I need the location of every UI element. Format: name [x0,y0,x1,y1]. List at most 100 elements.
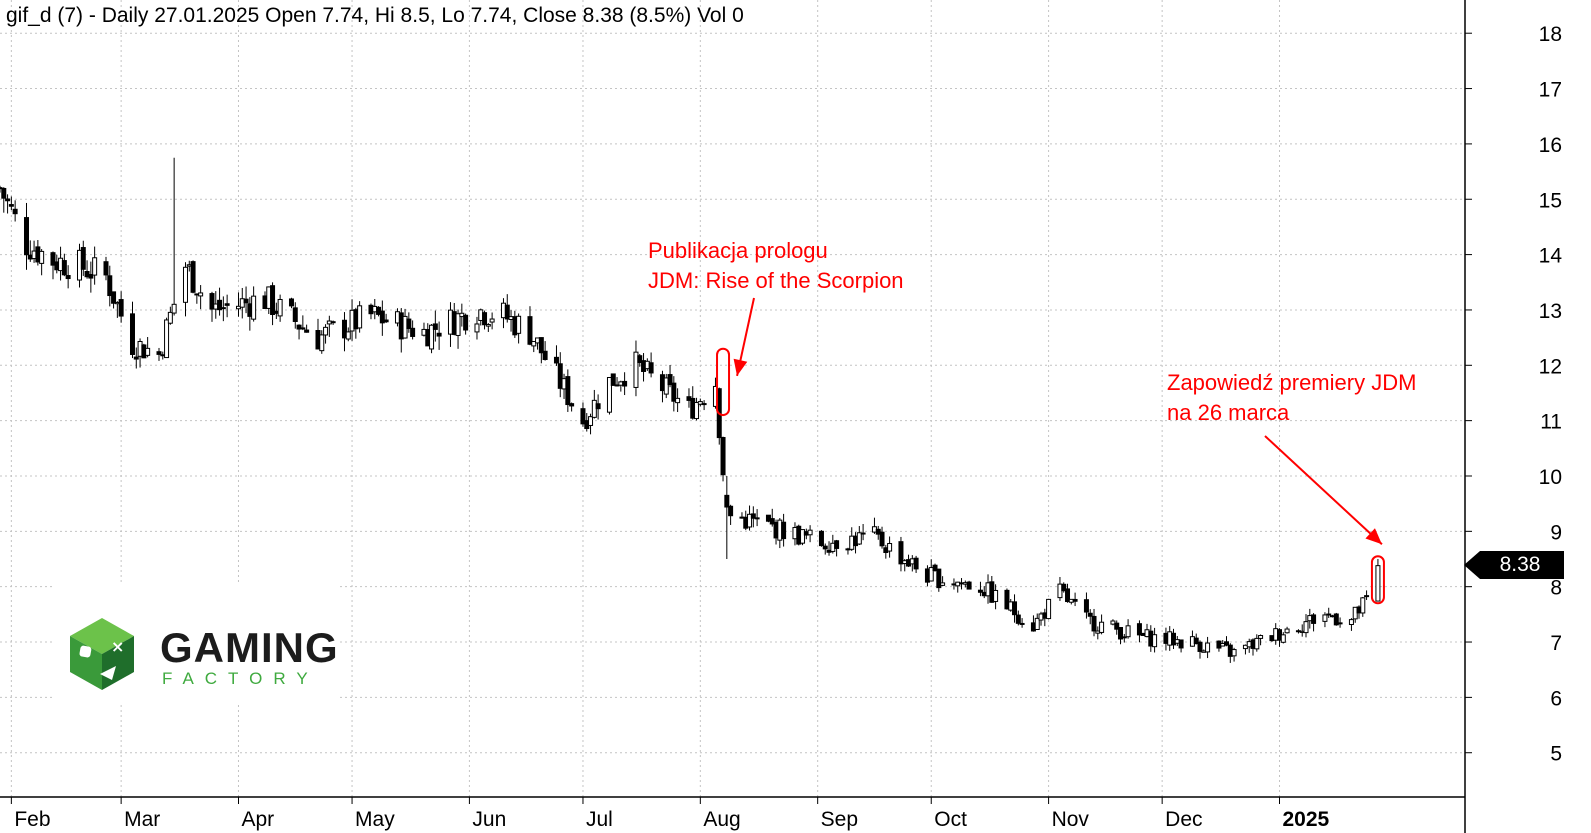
candle-body [111,291,117,304]
candle-body [1152,634,1158,648]
annotation-arrow-head [1365,528,1382,545]
candle-body [1171,632,1177,646]
candle-body [569,403,575,407]
candle-body [1046,598,1052,620]
candle-body [671,382,677,402]
candle-body [580,408,586,425]
y-tick-label: 11 [1540,411,1562,434]
candle-body [818,530,824,547]
highlight-ellipses [716,347,1385,605]
candle-body [1114,622,1120,630]
candle-body [542,350,548,360]
candle-body [357,305,363,329]
candlestick-series [0,157,1381,663]
candle-body [1348,619,1354,626]
candle-body [190,261,196,293]
candle-body [1311,614,1317,624]
y-tick-label: 10 [1539,466,1562,489]
candle-body [292,307,298,322]
candle-body [429,324,435,350]
candle-body [1019,622,1025,625]
annotation-release: Zapowiedź premiery JDM na 26 marca [1167,368,1416,428]
gaming-factory-dice-icon: × [70,618,134,690]
candle-body [5,198,11,202]
last-price-badge [1464,551,1564,579]
candle-body [913,557,919,570]
candle-body [879,531,885,547]
candle-body [383,319,389,323]
y-tick-label: 5 [1550,743,1562,766]
candle-body [1193,637,1199,645]
candle-body [1303,621,1309,634]
candle-body [977,589,983,593]
candle-body [80,247,86,270]
candle-body [1284,628,1290,634]
candle-body [1121,636,1127,639]
annotation-arrows [733,297,1383,545]
annotation-release-line2: na 26 marca [1167,400,1290,425]
candle-body [860,532,866,535]
candle-body [12,208,18,215]
y-tick-label: 16 [1539,134,1562,157]
annotation-prologue-line2: JDM: Rise of the Scorpion [648,268,904,293]
candle-body [724,494,730,508]
y-tick-label: 13 [1539,300,1562,323]
annotation-arrow-head [733,358,748,376]
annotation-prologue-line1: Publikacja prologu [648,238,828,263]
y-tick-label: 6 [1550,687,1562,710]
candle-body [277,298,283,317]
candle-body [1015,614,1021,624]
x-tick-label: Apr [241,808,274,831]
candle-body [557,363,563,389]
candle-body [1034,617,1040,631]
candle-body [1178,639,1184,649]
candle-body [1280,634,1286,643]
candle-body [750,513,756,519]
candle-body [65,275,71,280]
candle-body [198,292,204,297]
y-tick-label: 14 [1539,245,1563,268]
candle-body [701,403,707,406]
y-tick-label: 18 [1539,23,1562,46]
candle-body [781,521,787,540]
candle-body [455,313,461,336]
candle-body [103,261,109,276]
annotation-release-line1: Zapowiedź premiery JDM [1167,370,1417,395]
chart-header: gif_d (7) - Daily 27.01.2025 Open 7.74, … [6,4,744,27]
candle-body [1364,595,1370,598]
candle-body [993,589,999,602]
x-tick-label: May [355,808,395,831]
x-tick-label: Dec [1165,808,1202,831]
candle-body [217,299,223,311]
candle-body [145,347,151,356]
candle-body [1091,615,1097,632]
candle-body [1326,613,1332,616]
candle-body [940,582,946,586]
candle-body [667,374,673,386]
candle-body [296,324,302,330]
candle-body [769,518,775,525]
candle-body [720,437,726,476]
candle-body [648,362,654,374]
candle-body [516,315,522,334]
candle-body [663,377,669,395]
candle-body [167,311,173,324]
candle-body [482,312,488,326]
candle-body [1197,641,1203,652]
candle-body [474,323,480,333]
candle-body [637,355,643,364]
candle-body [606,376,612,413]
candle-body [50,252,56,266]
candle-body [243,298,249,304]
candle-body [898,541,904,565]
candle-body [323,326,329,336]
x-tick-label: Jul [586,808,613,831]
candle-body [330,321,336,324]
candle-body [489,318,495,323]
candle-body [1083,599,1089,613]
candle-body [345,331,351,340]
candle-body [156,351,162,355]
candle-body [822,545,828,550]
